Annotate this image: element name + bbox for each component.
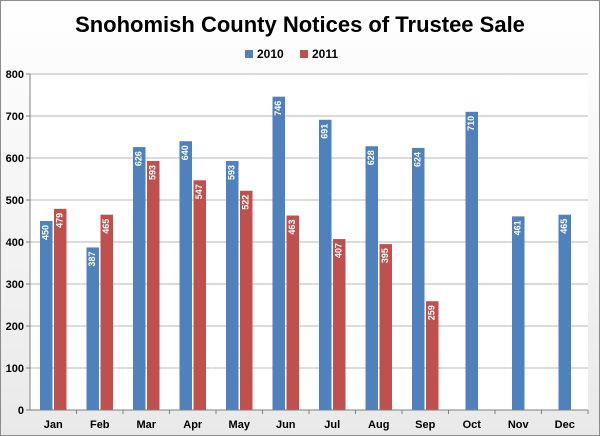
x-tick-label: Dec bbox=[555, 419, 575, 431]
bar-2010-may bbox=[226, 160, 239, 410]
watermark-text: SeattleBubble.com bbox=[90, 355, 510, 411]
bar-value-label: 461 bbox=[513, 220, 523, 235]
bar-value-label: 465 bbox=[101, 219, 111, 234]
bar-value-label: 628 bbox=[366, 150, 376, 165]
bar-2010-mar bbox=[133, 147, 146, 410]
y-tick-label: 700 bbox=[6, 111, 24, 123]
legend-swatch-2010 bbox=[245, 50, 253, 58]
bar-2011-mar bbox=[147, 160, 160, 410]
bar-2010-apr bbox=[179, 141, 192, 410]
x-tick-label: May bbox=[229, 419, 251, 431]
x-tick-label: Jun bbox=[276, 419, 296, 431]
bar-value-label: 710 bbox=[466, 116, 476, 131]
bar-value-label: 259 bbox=[427, 305, 437, 320]
legend-swatch-2011 bbox=[300, 50, 308, 58]
legend-label-2010: 2010 bbox=[257, 47, 284, 61]
bar-value-label: 450 bbox=[41, 225, 51, 240]
bar-2011-feb bbox=[100, 214, 113, 410]
gridlines bbox=[30, 73, 588, 369]
bar-2010-feb bbox=[86, 247, 99, 410]
bar-value-label: 522 bbox=[241, 195, 251, 210]
bar-2011-jun bbox=[286, 215, 299, 410]
bar-2011-jan bbox=[54, 208, 67, 410]
x-tick-label: Mar bbox=[136, 419, 156, 431]
bar-2010-dec bbox=[558, 214, 571, 410]
watermark: SeattleBubble.com bbox=[90, 355, 510, 411]
bar-value-label: 479 bbox=[55, 213, 65, 228]
y-tick-label: 300 bbox=[6, 279, 24, 291]
legend: 2010 2011 bbox=[245, 47, 338, 61]
bar-2010-jun bbox=[272, 96, 285, 411]
bar-value-label: 691 bbox=[320, 124, 330, 139]
y-tick-label: 500 bbox=[6, 195, 24, 207]
y-tick-label: 400 bbox=[6, 237, 24, 249]
y-tick-label: 0 bbox=[18, 405, 24, 417]
bar-value-label: 547 bbox=[194, 184, 204, 199]
legend-label-2011: 2011 bbox=[312, 47, 338, 61]
x-tick-label: Aug bbox=[368, 419, 389, 431]
bar-2011-may bbox=[240, 190, 253, 410]
axes: 0 100 200 300 400 500 600 700 800 Jan Feb Mar Apr May… bbox=[6, 69, 589, 431]
bar-value-label: 387 bbox=[87, 251, 97, 266]
bar-2011-jul bbox=[333, 239, 346, 410]
x-tick-label: Apr bbox=[183, 419, 203, 431]
bar-2010-jul bbox=[319, 119, 332, 410]
bar-2010-oct bbox=[465, 111, 478, 411]
bar-value-label: 593 bbox=[148, 165, 158, 180]
bar-value-label: 407 bbox=[334, 243, 344, 258]
y-tick-label: 200 bbox=[6, 321, 24, 333]
y-tick-label: 800 bbox=[6, 69, 24, 81]
x-tick-label: Jul bbox=[324, 419, 340, 431]
x-tick-label: Jan bbox=[44, 419, 63, 431]
bars: 450 479 387 465 626 593 640 547 593 522 746 463 691 4… bbox=[40, 96, 571, 411]
y-tick-label: 600 bbox=[6, 153, 24, 165]
x-tick-label: Nov bbox=[508, 419, 530, 431]
x-tick-label: Oct bbox=[463, 419, 482, 431]
bar-value-label: 465 bbox=[559, 219, 569, 234]
bar-value-label: 593 bbox=[227, 165, 237, 180]
y-tick-label: 100 bbox=[6, 363, 24, 375]
chart-title: Snohomish County Notices of Trustee Sale bbox=[75, 12, 525, 37]
bar-2011-sep bbox=[426, 301, 439, 410]
bar-value-label: 463 bbox=[287, 220, 297, 235]
bar-2010-sep bbox=[412, 147, 425, 411]
bar-2011-apr bbox=[193, 180, 206, 410]
bar-2010-nov bbox=[512, 216, 525, 410]
bar-value-label: 746 bbox=[273, 101, 283, 116]
x-tick-label: Sep bbox=[415, 419, 435, 431]
bar-2011-aug bbox=[379, 244, 392, 410]
bar-value-label: 395 bbox=[380, 248, 390, 263]
x-tick-label: Feb bbox=[90, 419, 110, 431]
bar-2010-jan bbox=[40, 221, 53, 410]
bar-value-label: 624 bbox=[413, 152, 423, 167]
bar-value-label: 626 bbox=[134, 151, 144, 166]
bar-2010-aug bbox=[365, 146, 378, 411]
bar-value-label: 640 bbox=[180, 145, 190, 160]
